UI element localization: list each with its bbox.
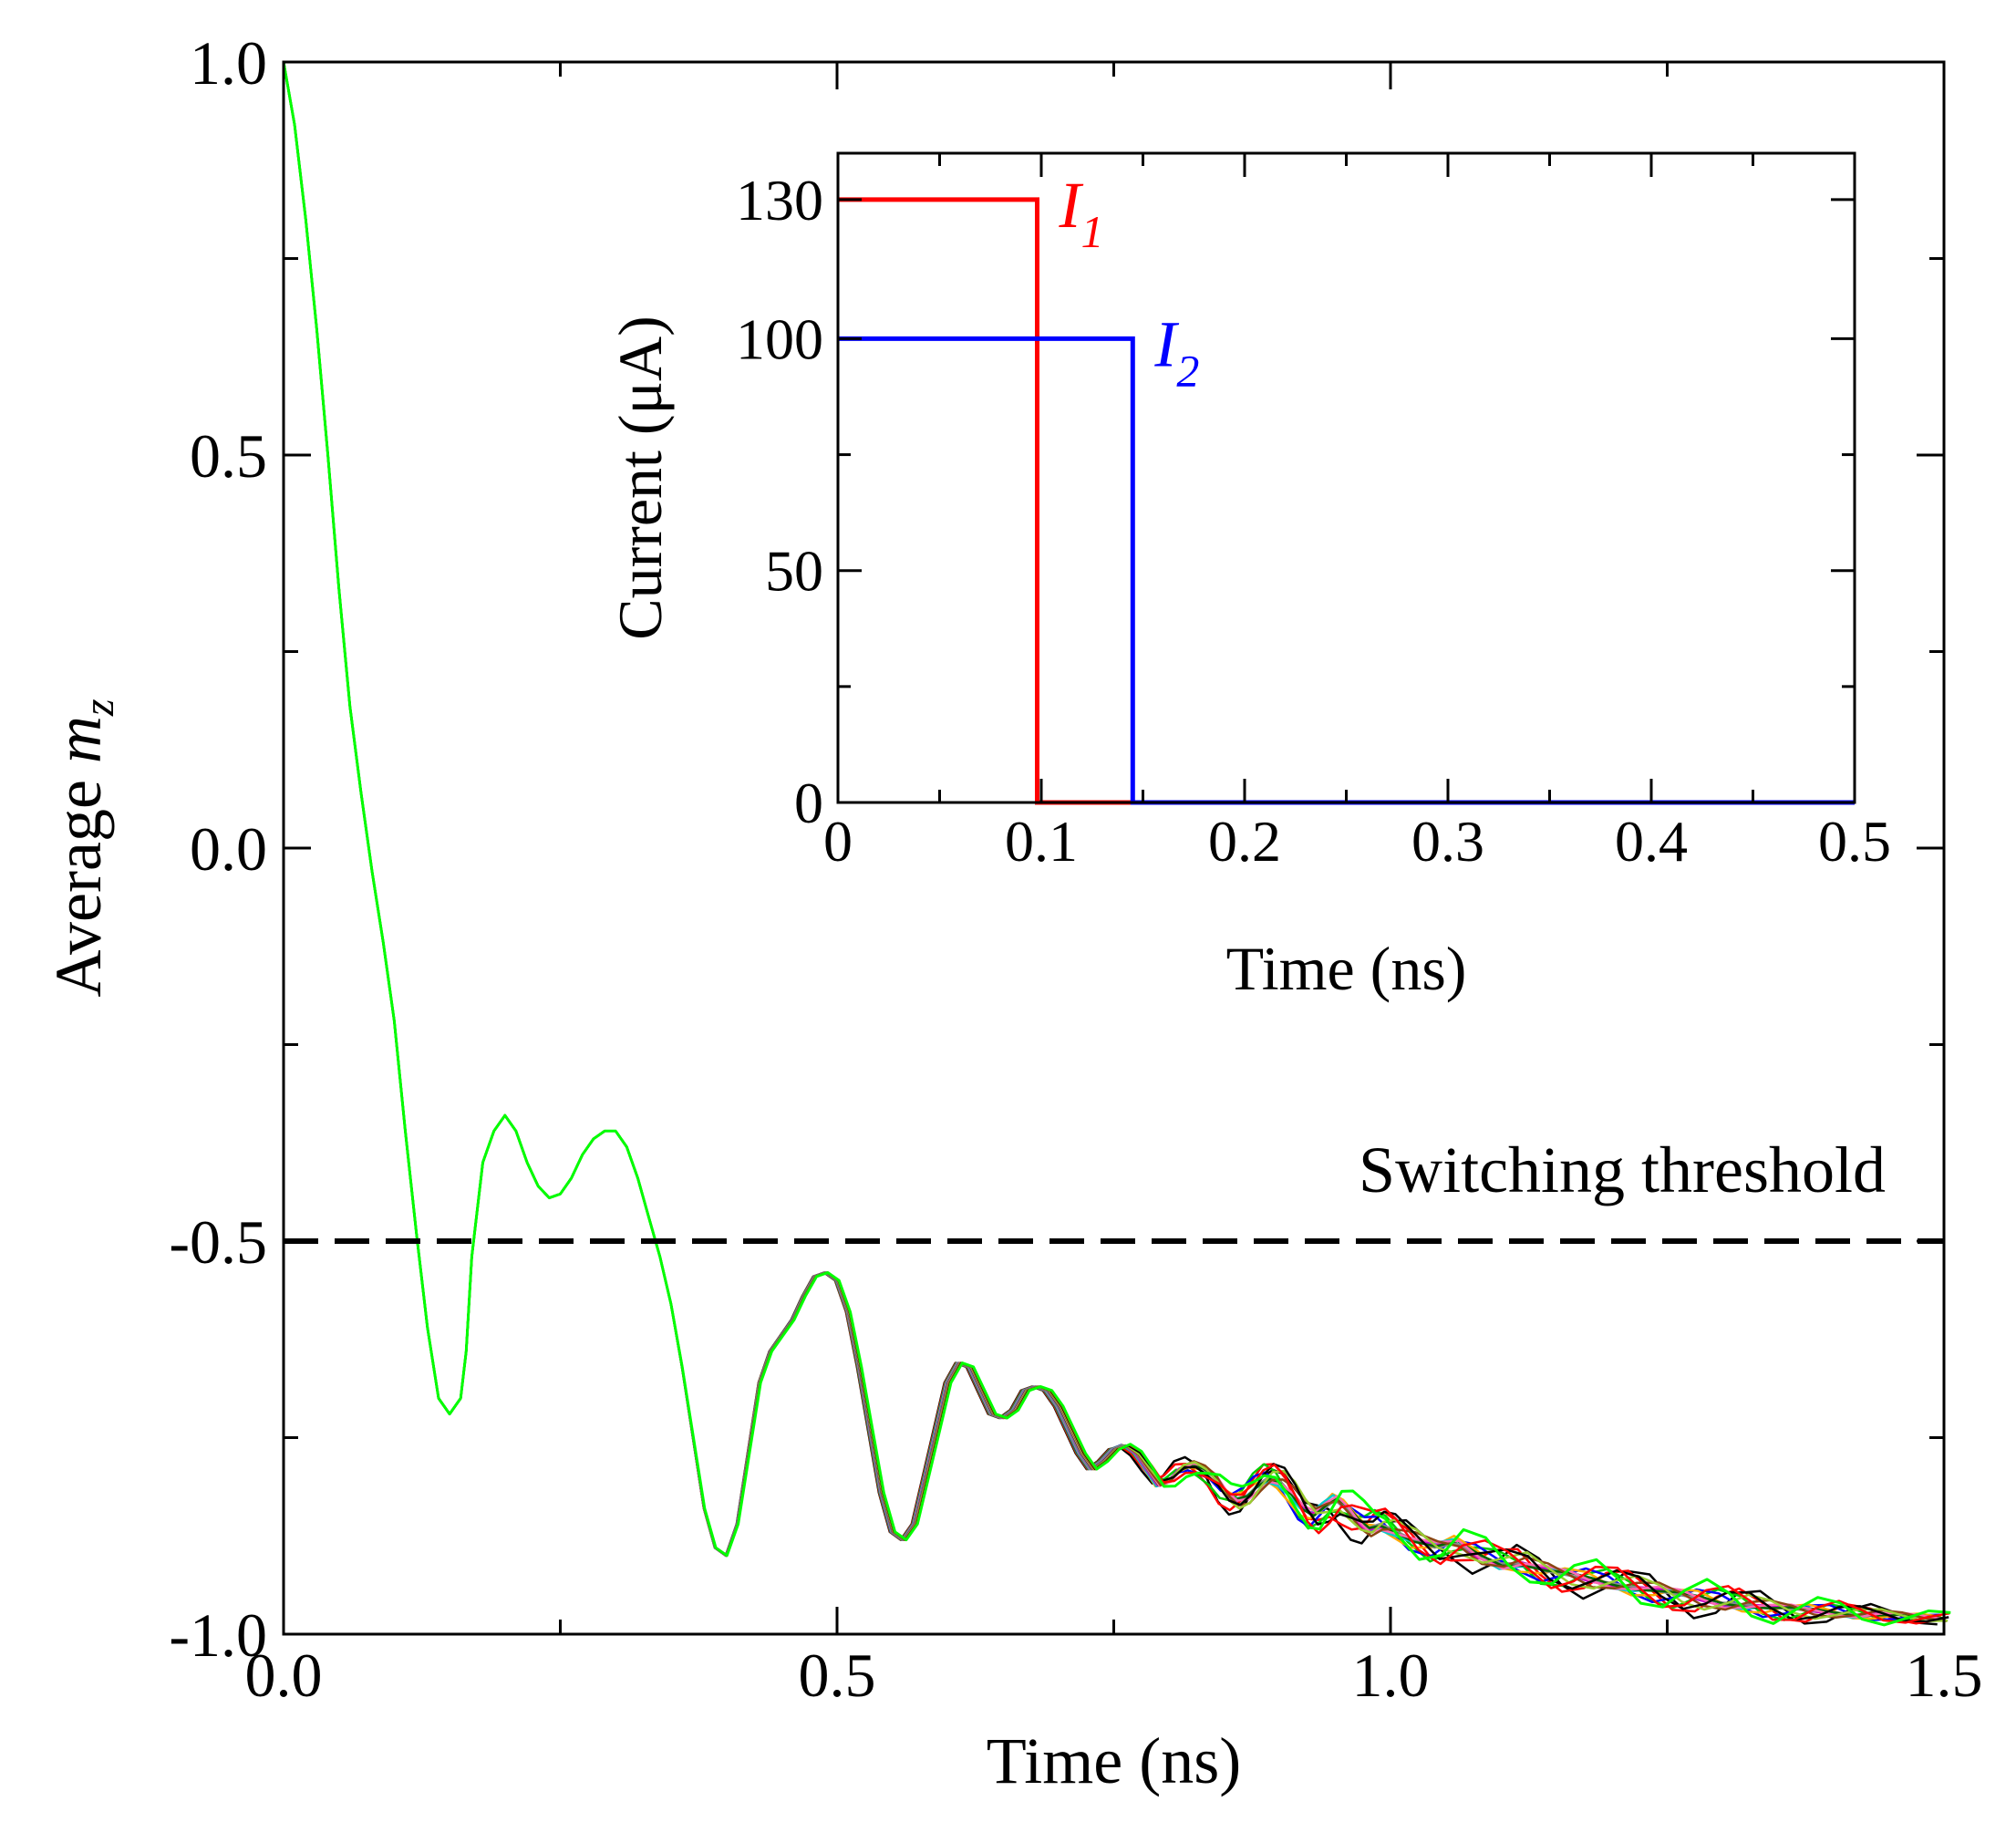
inset-y-tick-label: 130 [736,168,823,233]
inset-y-tick-label: 0 [794,771,823,835]
main-y-axis-label-sub: z [75,699,123,717]
inset-series-label-1: I1 [1059,169,1104,257]
main-x-tick-label: 1.5 [1906,1641,1983,1710]
inset-y-axis-label: Current (μA) [605,316,675,640]
main-curves [282,61,1951,1627]
mz-curve-15 [282,61,1951,1627]
inset-x-tick-label: 0.2 [1208,809,1281,874]
main-x-tick-label: 1.0 [1352,1641,1430,1710]
main-y-ticks: 1.0 0.5 0.0 -0.5 -1.0 [169,28,1944,1670]
inset-plot: 0 0.1 0.2 0.3 0.4 0.5 0 50 100 130 Time (ns) Cur… [605,151,1891,1003]
inset-x-tick-label: 0.3 [1411,809,1484,874]
main-y-axis-label-text: Average [42,780,115,998]
main-y-tick-label: 1.0 [190,28,267,98]
main-y-axis-label: Average mz [42,699,123,998]
main-y-tick-label: -1.0 [169,1600,267,1670]
inset-series-labels: I1 I2 [1059,169,1200,397]
main-x-axis-label: Time (ns) [987,1724,1241,1797]
main-y-tick-label: -0.5 [169,1207,267,1277]
inset-background [838,153,1855,802]
main-x-ticks: 0.0 0.5 1.0 1.5 [245,62,1983,1710]
inset-x-ticks: 0 0.1 0.2 0.3 0.4 0.5 [823,153,1891,874]
inset-x-tick-label: 0.5 [1818,809,1891,874]
main-plot: Switching threshold 0.0 0.5 1.0 1.5 1.00.50… [42,28,1983,1797]
inset-y-tick-label: 100 [736,306,823,371]
inset-y-tick-label: 50 [765,539,823,604]
inset-x-tick-label: 0 [823,809,853,874]
main-x-tick-label: 0.0 [245,1641,323,1710]
main-x-tick-label: 0.5 [799,1641,876,1710]
inset-x-tick-label: 0.1 [1005,809,1078,874]
inset-series-label-2: I2 [1153,307,1199,396]
inset-y-ticks: 0 50 100 130 [736,168,1855,835]
main-y-tick-label: 0.0 [190,814,267,884]
threshold-label: Switching threshold [1359,1134,1886,1206]
main-y-tick-label: 0.5 [190,421,267,491]
inset-x-tick-label: 0.4 [1615,809,1688,874]
main-y-axis-label-var: m [42,716,115,763]
inset-x-axis-label: Time (ns) [1226,934,1467,1003]
